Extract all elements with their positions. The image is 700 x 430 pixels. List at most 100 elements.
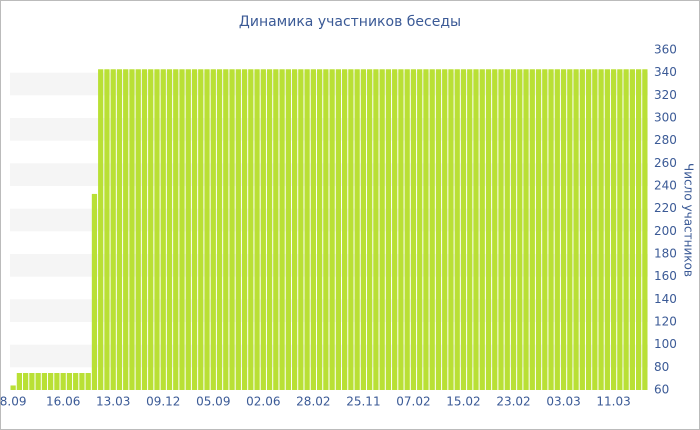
bar xyxy=(10,385,16,390)
bar xyxy=(110,69,116,391)
y-tick-label: 320 xyxy=(654,88,677,102)
x-tick-label: 05.09 xyxy=(196,395,230,409)
bar xyxy=(417,69,423,391)
bar xyxy=(498,69,504,391)
bar xyxy=(135,69,141,391)
bar xyxy=(429,69,435,391)
y-tick-label: 80 xyxy=(654,360,669,374)
y-tick-label: 300 xyxy=(654,111,677,125)
x-tick-label: 13.03 xyxy=(96,395,130,409)
bar xyxy=(604,69,610,391)
bar xyxy=(335,69,342,391)
bar xyxy=(48,373,54,390)
x-tick-label: 02.06 xyxy=(246,395,280,409)
x-tick-label: 23.02 xyxy=(496,395,530,409)
chart-title: Динамика участников беседы xyxy=(239,14,461,30)
x-tick-label: 03.03 xyxy=(546,395,580,409)
bar xyxy=(510,69,517,391)
bar xyxy=(129,69,135,391)
y-axis-label: Число участников xyxy=(682,163,696,277)
bar xyxy=(116,69,123,391)
bar xyxy=(517,69,523,391)
bar xyxy=(204,69,210,391)
x-tick-label: 28.02 xyxy=(296,395,330,409)
bar xyxy=(492,69,498,391)
bar xyxy=(273,69,279,391)
bar xyxy=(479,69,485,391)
bar xyxy=(210,69,216,391)
y-tick-label: 100 xyxy=(654,337,677,351)
bar xyxy=(585,69,592,391)
bar xyxy=(542,69,548,391)
bar xyxy=(179,69,185,391)
bar xyxy=(448,69,454,391)
bar xyxy=(460,69,467,391)
bar xyxy=(85,373,91,390)
bar xyxy=(148,69,154,391)
bar xyxy=(141,69,148,391)
bar xyxy=(298,69,304,391)
bar xyxy=(360,69,367,391)
bar xyxy=(316,69,323,391)
bar xyxy=(91,193,98,390)
bar xyxy=(473,69,479,391)
x-tick-label: 15.02 xyxy=(446,395,480,409)
bar xyxy=(23,373,29,390)
y-tick-label: 340 xyxy=(654,65,677,79)
bar xyxy=(635,69,642,391)
bar xyxy=(254,69,260,391)
bar xyxy=(435,69,442,391)
bar xyxy=(166,69,173,391)
bar xyxy=(323,69,329,391)
x-tick-label: 09.12 xyxy=(146,395,180,409)
bar xyxy=(610,69,617,391)
y-tick-label: 160 xyxy=(654,269,677,283)
bar xyxy=(266,69,273,391)
bar xyxy=(160,69,166,391)
bar xyxy=(285,69,291,391)
x-tick-label: 11.03 xyxy=(596,395,630,409)
bar xyxy=(535,69,542,391)
y-tick-label: 60 xyxy=(654,383,669,397)
bar xyxy=(73,373,79,390)
bar xyxy=(354,69,360,391)
bar xyxy=(216,69,223,391)
bar xyxy=(185,69,191,391)
bar xyxy=(467,69,473,391)
bar xyxy=(504,69,510,391)
bar xyxy=(592,69,598,391)
bar xyxy=(410,69,417,391)
y-tick-label: 360 xyxy=(654,43,677,57)
y-tick-label: 200 xyxy=(654,224,677,238)
bar xyxy=(392,69,398,391)
bar xyxy=(598,69,604,391)
bar xyxy=(241,69,248,391)
x-tick-label: 16.06 xyxy=(46,395,80,409)
bar xyxy=(560,69,567,391)
bar xyxy=(291,69,298,391)
x-tick-label: 25.11 xyxy=(346,395,380,409)
bar xyxy=(279,69,285,391)
bar xyxy=(548,69,554,391)
bar xyxy=(229,69,235,391)
bar xyxy=(154,69,160,391)
bar xyxy=(385,69,392,391)
bar xyxy=(373,69,379,391)
bar xyxy=(79,373,85,390)
bar xyxy=(329,69,335,391)
bar xyxy=(567,69,573,391)
bar xyxy=(60,373,66,390)
y-tick-label: 180 xyxy=(654,247,677,261)
bar xyxy=(579,69,585,391)
bar xyxy=(367,69,373,391)
y-tick-label: 260 xyxy=(654,156,677,170)
y-tick-label: 120 xyxy=(654,315,677,329)
y-tick-label: 280 xyxy=(654,133,677,147)
y-tick-label: 220 xyxy=(654,201,677,215)
bar xyxy=(198,69,204,391)
bar xyxy=(191,69,198,391)
bar xyxy=(29,373,35,390)
bar xyxy=(617,69,623,391)
bar xyxy=(235,69,241,391)
